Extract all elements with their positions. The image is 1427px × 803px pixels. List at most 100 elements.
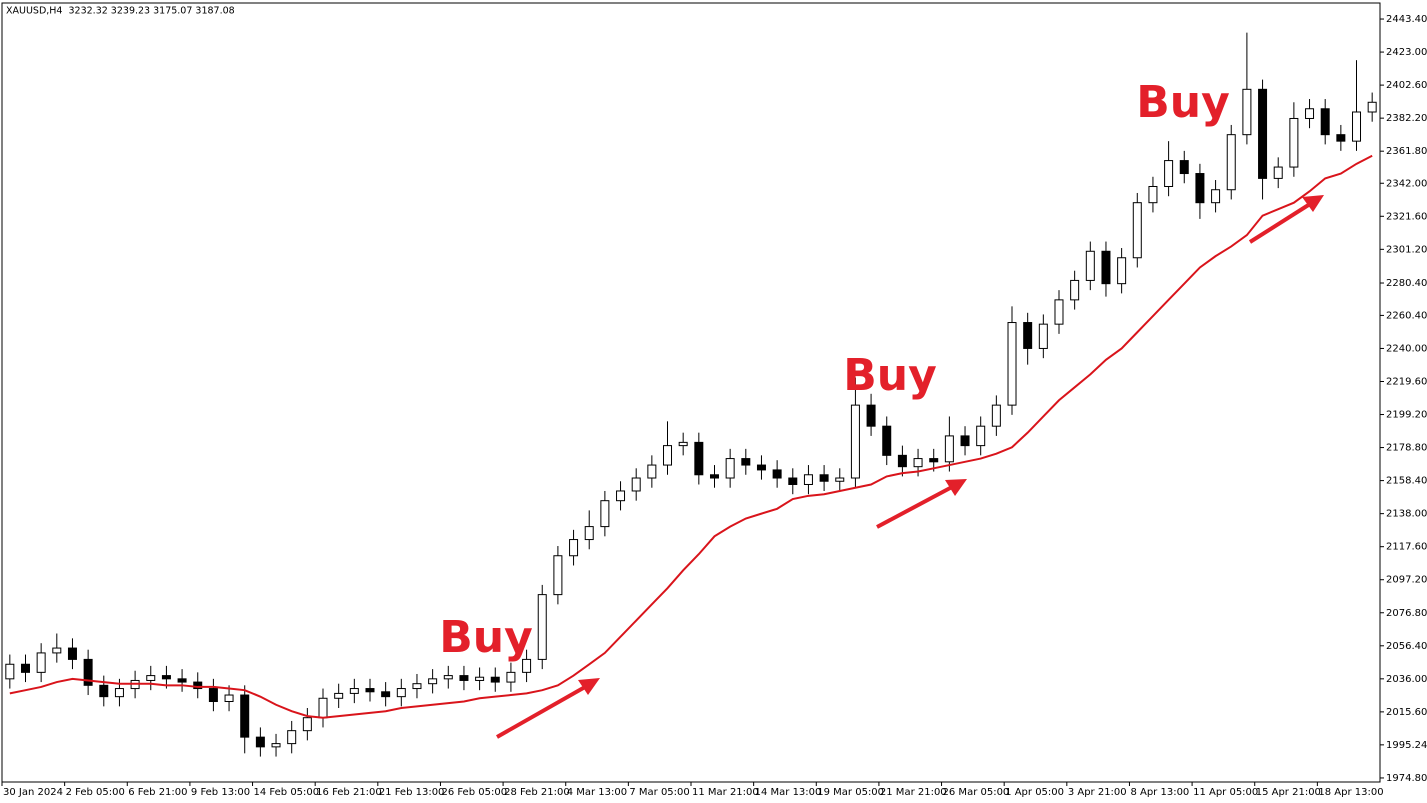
- candle-body: [709, 474, 719, 479]
- x-tick-label: 11 Mar 21:00: [692, 787, 759, 798]
- candle-body: [459, 675, 469, 681]
- x-tick-label: 26 Mar 05:00: [943, 787, 1010, 798]
- plot-frame: [1, 2, 1381, 783]
- chart-title: XAUUSD,H4 3232.32 3239.23 3175.07 3187.0…: [6, 6, 235, 17]
- candle-body: [287, 730, 297, 745]
- arrows: [496, 195, 1324, 739]
- candle-body: [725, 458, 735, 479]
- candle-body: [882, 425, 892, 456]
- x-tick-label: 3 Apr 21:00: [1068, 787, 1127, 798]
- candle-body: [1117, 257, 1127, 285]
- candle-body: [913, 458, 923, 468]
- candle-body: [694, 441, 704, 476]
- candle-body: [1195, 173, 1205, 204]
- candle-body: [1179, 160, 1189, 175]
- y-tick-label: 2321.60: [1386, 211, 1427, 222]
- candle-body: [1164, 160, 1174, 187]
- arrow: [1248, 202, 1312, 244]
- candle-body: [1085, 250, 1095, 281]
- candle-body: [318, 697, 328, 719]
- y-tick-label: 2240.00: [1386, 343, 1427, 354]
- annotation: Buy: [1136, 77, 1230, 128]
- y-tick-label: 2076.80: [1386, 608, 1427, 619]
- candle-body: [412, 683, 422, 690]
- x-tick-label: 18 Apr 13:00: [1318, 787, 1383, 798]
- x-tick-label: 14 Feb 05:00: [254, 787, 320, 798]
- candle-body: [20, 663, 30, 673]
- candle-body: [1305, 108, 1315, 119]
- candle-body: [866, 404, 876, 427]
- candle-body: [5, 663, 15, 680]
- candle-body: [803, 474, 813, 485]
- candle-body: [334, 692, 344, 699]
- candle-body: [522, 658, 532, 673]
- x-tick-label: 19 Mar 05:00: [817, 787, 884, 798]
- candle-body: [584, 526, 594, 541]
- candle-body: [850, 404, 860, 479]
- candle-body: [1054, 299, 1064, 325]
- candle-body: [897, 454, 907, 468]
- candle-body: [819, 474, 829, 482]
- x-tick-label: 9 Feb 13:00: [191, 787, 250, 798]
- x-tick-label: 26 Feb 05:00: [441, 787, 507, 798]
- candle-body: [114, 688, 124, 698]
- candle-body: [991, 404, 1001, 427]
- candle-body: [506, 671, 516, 683]
- candle-body: [741, 458, 751, 466]
- y-tick-label: 2301.20: [1386, 244, 1427, 255]
- y-tick-label: 2382.20: [1386, 113, 1427, 124]
- candle-body: [1211, 189, 1221, 204]
- x-tick-label: 28 Feb 21:00: [504, 787, 570, 798]
- y-tick-label: 2158.40: [1386, 476, 1427, 487]
- candle-body: [490, 676, 500, 683]
- candle-body: [146, 675, 156, 681]
- candle-body: [647, 464, 657, 479]
- y-tick-label: 1995.24: [1386, 740, 1427, 751]
- candle-body: [1258, 88, 1268, 179]
- candle-body: [1070, 279, 1080, 301]
- candle-body: [960, 435, 970, 447]
- y-tick-label: 2423.00: [1386, 47, 1427, 58]
- x-tick-label: 1 Apr 05:00: [1005, 787, 1064, 798]
- candle-body: [756, 464, 766, 471]
- y-tick-label: 2015.60: [1386, 707, 1427, 718]
- y-tick-label: 2178.80: [1386, 443, 1427, 454]
- candle-body: [161, 675, 171, 680]
- arrow-head: [578, 678, 600, 695]
- candle-body: [255, 736, 265, 748]
- candle-body: [302, 717, 312, 732]
- candle-body: [365, 688, 375, 693]
- candle-body: [428, 678, 438, 685]
- candle-body: [1242, 88, 1252, 136]
- candle-body: [1320, 108, 1330, 136]
- candle-body: [99, 684, 109, 698]
- candle-body: [1007, 322, 1017, 406]
- x-tick-label: 14 Mar 13:00: [755, 787, 822, 798]
- y-tick-label: 2056.40: [1386, 641, 1427, 652]
- candle-body: [349, 688, 359, 694]
- candle-body: [240, 694, 250, 738]
- annotation: Buy: [843, 350, 937, 401]
- candle-body: [1367, 101, 1377, 113]
- candle-body: [475, 676, 485, 681]
- candle-body: [663, 445, 673, 466]
- candle-body: [177, 678, 187, 683]
- x-tick-label: 15 Apr 21:00: [1256, 787, 1321, 798]
- candle-body: [224, 694, 234, 703]
- candle-body: [600, 500, 610, 528]
- candle-body: [944, 435, 954, 463]
- candle-body: [193, 681, 203, 690]
- candle-body: [1273, 166, 1283, 179]
- y-tick-label: 2117.60: [1386, 542, 1427, 553]
- candle-body: [788, 477, 798, 485]
- candle-body: [976, 425, 986, 447]
- y-tick-label: 1974.80: [1386, 773, 1427, 784]
- y-tick-label: 2402.60: [1386, 80, 1427, 91]
- candle-body: [67, 647, 77, 660]
- candle-body: [52, 647, 62, 654]
- candle-body: [537, 594, 547, 660]
- candle-body: [83, 658, 93, 686]
- candle-body: [1289, 117, 1299, 168]
- candle-body: [569, 539, 579, 557]
- candle-body: [381, 691, 391, 698]
